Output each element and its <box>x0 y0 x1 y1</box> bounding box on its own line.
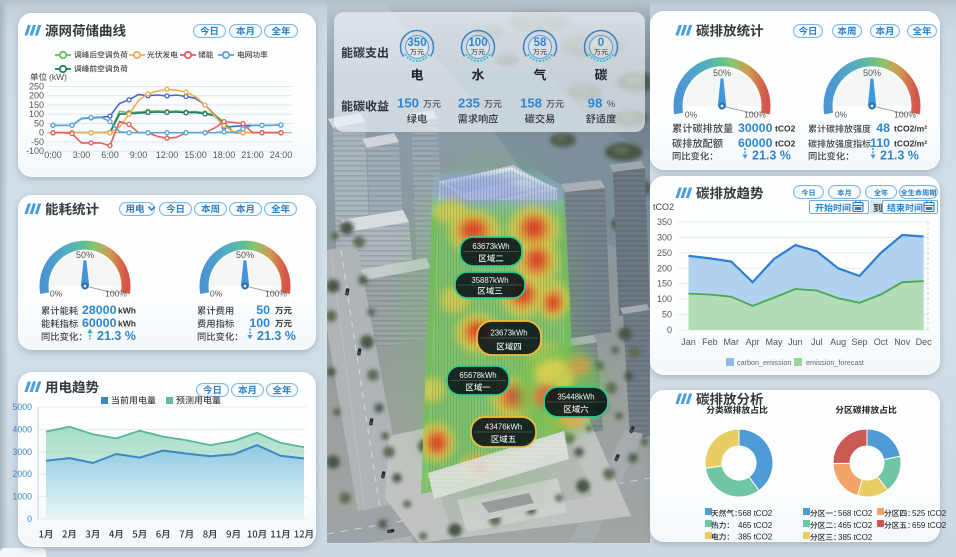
svg-text:65678kWh: 65678kWh <box>459 371 496 380</box>
svg-text:43476kWh: 43476kWh <box>485 423 522 432</box>
svg-text:35448kWh: 35448kWh <box>557 393 594 402</box>
svg-text:35887kWh: 35887kWh <box>471 276 508 285</box>
svg-text:63673kWh: 63673kWh <box>472 242 509 251</box>
svg-text:23673kWh: 23673kWh <box>490 328 527 337</box>
